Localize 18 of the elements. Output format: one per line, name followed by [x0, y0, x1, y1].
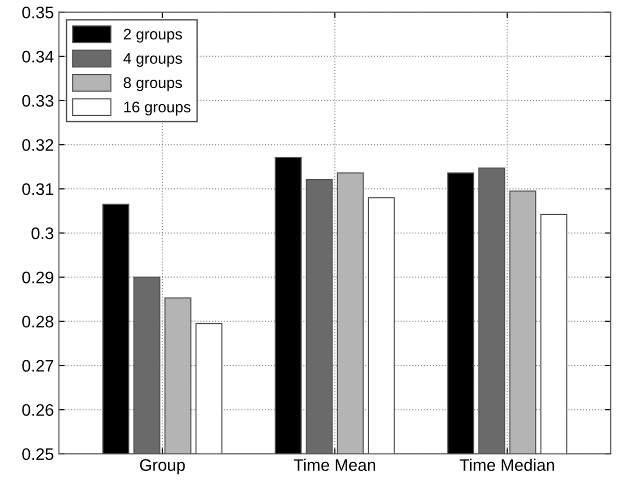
- y-tick-label: 0.33: [22, 94, 54, 107]
- y-tick-label: 0.31: [22, 183, 54, 196]
- x-tick-label: Time Mean: [294, 458, 376, 471]
- legend-label: 8 groups: [124, 77, 182, 92]
- legend-label: 2 groups: [124, 28, 182, 43]
- y-tick-label: 0.27: [22, 360, 54, 372]
- y-tick-label: 0.29: [22, 272, 54, 284]
- legend-label: 4 groups: [123, 53, 182, 67]
- legend-label: 16 groups: [124, 102, 190, 116]
- x-tick-label: Time Median: [460, 458, 554, 471]
- y-tick-label: 0.25: [22, 448, 54, 460]
- x-tick-label: Group: [140, 459, 185, 474]
- y-tick-label: 0.28: [22, 316, 54, 328]
- y-tick-label: 0.3: [32, 227, 54, 240]
- y-tick-label: 0.26: [22, 404, 54, 416]
- y-tick-label: 0.32: [22, 139, 54, 151]
- y-tick-label: 0.35: [22, 6, 54, 18]
- y-tick-label: 0.34: [22, 50, 54, 63]
